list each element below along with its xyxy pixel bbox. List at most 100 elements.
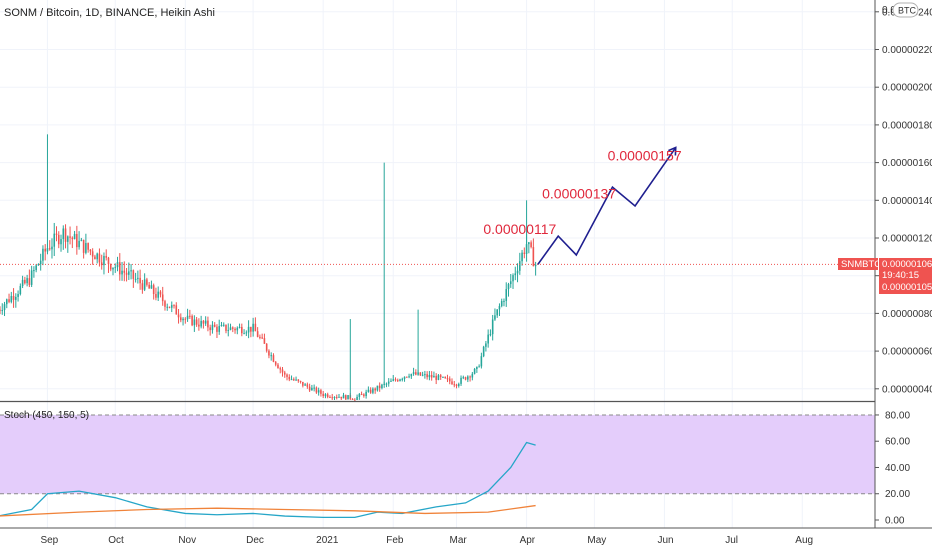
candle-body [390,380,392,382]
annotation-target-2[interactable]: 0.00000137 [542,185,616,201]
candle-body [532,247,535,267]
price-series [0,134,875,401]
currency-badge-label: BTC [898,6,917,16]
candle-body [170,305,173,308]
time-tick-label: May [587,535,606,546]
candle-body [505,289,508,301]
candle-body [457,383,460,386]
candle-body [46,248,49,252]
candle-body [225,324,227,331]
candle-body [243,333,245,335]
projection-drawing[interactable] [537,146,677,265]
candle-body [186,315,189,320]
candle-body [270,355,272,357]
candle-body [304,384,306,386]
candle-body [60,239,62,245]
candle-body [329,396,331,398]
time-tick-label: Apr [520,535,536,546]
candle-body [78,240,80,248]
candle-body [227,329,230,331]
candle-body [444,376,447,379]
candle-body [132,270,135,279]
candle-body [435,375,437,380]
time-tick-label: Feb [386,535,404,546]
candle-body [231,327,234,329]
candle-body [311,387,313,391]
candle-body [51,246,53,250]
candle-body [250,326,252,332]
candle-body [448,378,451,382]
candle-body [98,253,101,263]
candle-body [35,265,37,271]
candle-body [521,252,523,262]
candle-body [428,375,431,378]
candle-body [1,310,4,312]
candle-body [297,379,300,381]
candle-body [519,261,521,271]
candle-body [494,315,496,320]
candle-body [100,262,103,266]
candle-body [308,386,311,391]
candle-body [62,228,65,240]
candle-body [381,384,383,389]
stoch-k-line [0,441,536,519]
candle-body [498,306,501,310]
candle-body [326,394,329,397]
annotation-target-3[interactable]: 0.00000157 [608,148,682,164]
candle-body [396,380,399,382]
candle-body [213,324,216,327]
price-tick-label: 0.0 [882,5,896,16]
annotation-target-1[interactable]: 0.00000117 [483,221,556,237]
candle-body [218,326,221,332]
candle-body [207,320,209,328]
candle-body [534,264,537,267]
candle-body [94,256,96,260]
candle-body [17,294,19,297]
price-tags: SNMBTC 0.00000106 19:40:15 0.00000105 [838,258,932,294]
candle-body [372,388,374,393]
candle-body [114,267,117,269]
candle-body [451,381,453,385]
candle-body [161,294,164,302]
candle-body [123,270,126,273]
candle-body [320,390,322,394]
candle-body [209,327,211,331]
candle-body [295,379,297,381]
candle-body [202,320,205,324]
candle-body [177,314,180,318]
candle-body [256,331,259,337]
candle-body [234,328,236,331]
candle-body [424,374,426,376]
candle-body [193,319,196,326]
candle-body [503,300,505,302]
candle-body [317,390,320,393]
candle-body [446,378,449,380]
candle-body [82,239,85,253]
candle-body [118,262,121,275]
last-price-tag [879,258,932,294]
candle-body [358,394,361,397]
candle-body [412,372,415,374]
candle-body [283,372,286,375]
candle-body [462,377,465,379]
candle-body [473,368,476,374]
candle-body [134,278,137,280]
currency-badge[interactable]: BTC [892,2,919,18]
candle-body [141,283,144,290]
candle-body [44,248,46,252]
time-tick-label: Dec [246,535,264,546]
candle-body [313,387,315,389]
candle-body [180,317,182,321]
candle-body [268,350,270,356]
projection-path [537,147,677,265]
candle-body [150,285,153,289]
candle-body [39,260,42,265]
last-price-value: 0.00000106 [882,259,932,270]
candle-body [263,338,266,344]
candle-body [293,379,295,381]
candle-body [279,368,282,370]
candle-body [146,279,148,285]
price-tick-label: 0.00000160 [882,158,932,169]
candle-body [360,394,363,396]
